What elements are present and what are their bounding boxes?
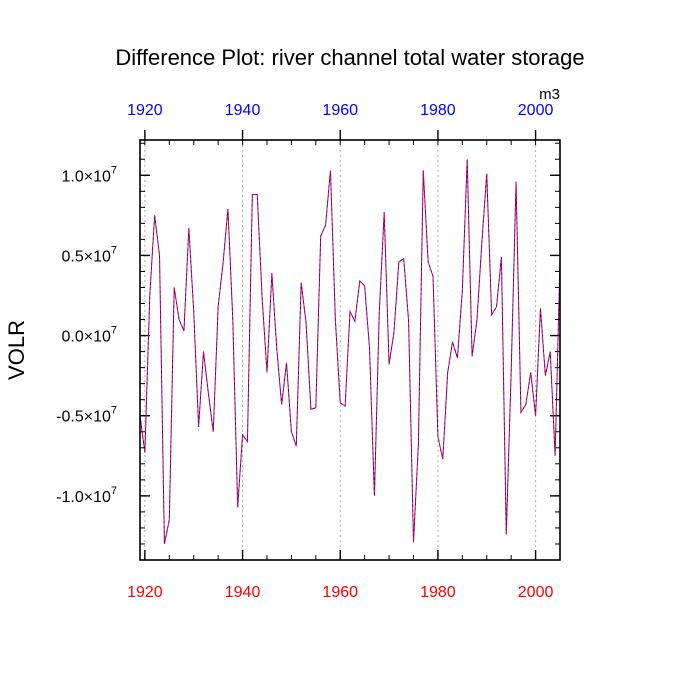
- x-tick-label-bottom: 1940: [225, 584, 261, 601]
- units-label: m3: [539, 86, 560, 103]
- y-axis-label: VOLR: [4, 320, 29, 380]
- line-series-blue: [140, 159, 560, 545]
- x-tick-label-top: 2000: [518, 102, 554, 119]
- y-tick-label: 0.5×107: [61, 244, 117, 265]
- gridlines: [144, 140, 537, 560]
- x-tick-label-bottom: 1920: [127, 584, 163, 601]
- y-tick-label: 0.0×107: [61, 325, 117, 346]
- x-tick-label-bottom: 2000: [518, 584, 554, 601]
- bottom-axis-labels: 1920 1940 1960 1980 2000: [127, 584, 553, 601]
- y-tick-label: -0.5×107: [56, 405, 117, 426]
- x-tick-label-top: 1960: [322, 102, 358, 119]
- x-tick-label-bottom: 1960: [322, 584, 358, 601]
- y-tick-label: -1.0×107: [56, 485, 117, 506]
- minor-ticks: [140, 140, 561, 561]
- major-ticks: [140, 130, 560, 560]
- x-tick-label-top: 1920: [127, 102, 163, 119]
- x-tick-label-top: 1980: [420, 102, 456, 119]
- chart-title: Difference Plot: river channel total wat…: [115, 45, 584, 70]
- x-tick-label-bottom: 1980: [420, 584, 456, 601]
- line-series-red: [140, 159, 560, 545]
- y-tick-label: 1.0×107: [61, 164, 117, 185]
- plot-frame: [139, 139, 561, 561]
- x-tick-label-top: 1940: [225, 102, 261, 119]
- series-layer: [140, 159, 560, 545]
- left-axis-labels: 1.0×107 0.5×107 0.0×107 -0.5×107 -1.0×107: [56, 164, 117, 506]
- top-axis-labels: 1920 1940 1960 1980 2000: [127, 102, 553, 119]
